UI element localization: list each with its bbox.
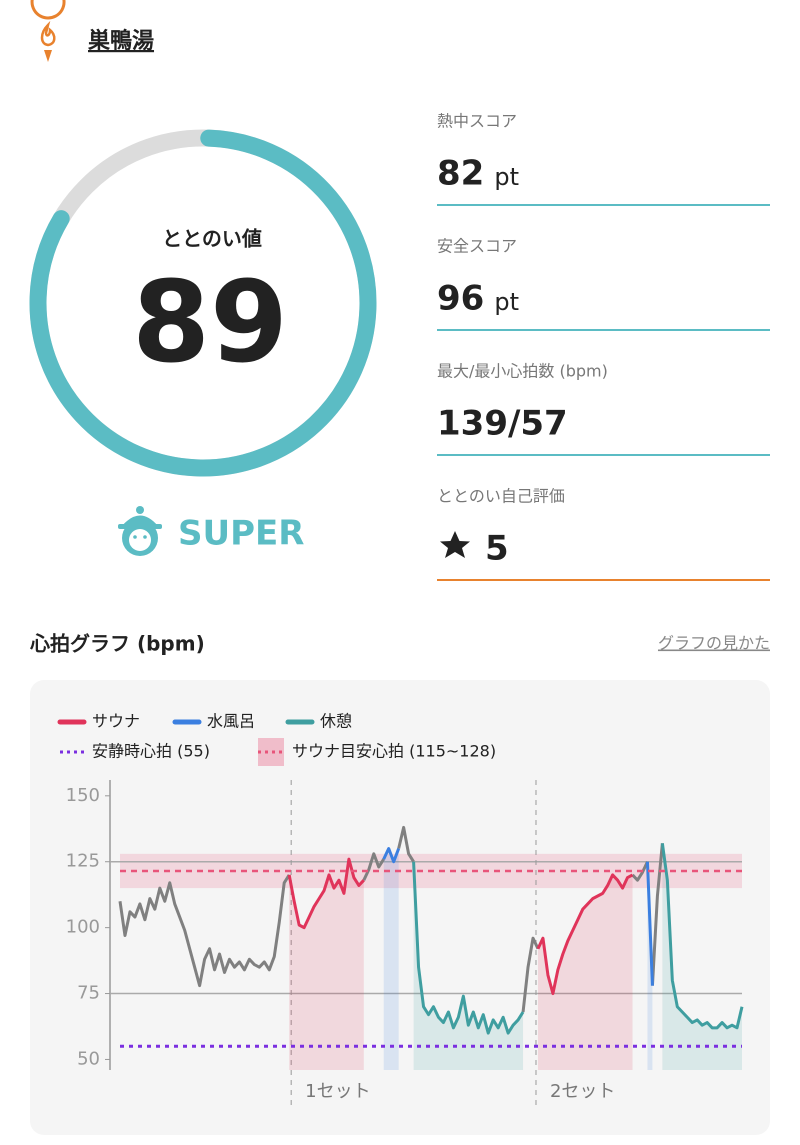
stat-value: 82: [437, 154, 484, 194]
stat-label: 最大/最小心拍数 (bpm): [437, 362, 608, 381]
help-link[interactable]: グラフの見かた: [658, 634, 770, 653]
score-value: 89: [132, 258, 288, 388]
legend-label: 水風呂: [207, 712, 255, 731]
rank-label: SUPER: [178, 514, 304, 554]
series-area: [383, 848, 399, 1070]
y-tick-label: 50: [77, 1048, 100, 1069]
series-line: [412, 843, 744, 1035]
onsen-icon-pin: [44, 50, 52, 62]
series-line: [118, 825, 664, 1013]
onsen-icon: [30, 0, 66, 20]
rank-icon: [118, 506, 162, 556]
legend-label: サウナ目安心拍 (115~128): [292, 742, 496, 761]
y-tick-label: 75: [77, 983, 100, 1004]
series-area: [413, 861, 524, 1070]
header[interactable]: 巣鴨湯: [30, 0, 154, 62]
gauge-arc: [29, 129, 377, 477]
stat-value: 5: [485, 529, 509, 569]
stat-value: 96: [437, 279, 484, 319]
stat-label: 熱中スコア: [437, 112, 517, 131]
stat-label: 安全スコア: [437, 237, 517, 256]
y-tick-label: 100: [66, 917, 100, 938]
series-line: [287, 857, 634, 996]
legend-label: 安静時心拍 (55): [92, 742, 210, 761]
star-icon: [440, 531, 470, 558]
stat-unit: pt: [494, 163, 519, 191]
stat-value: 139/57: [437, 404, 568, 444]
flame-icon: [40, 20, 56, 47]
stats: 熱中スコア 82 pt 安全スコア 96 pt 最大/最小心拍数 (bpm) 139/57 とと…: [437, 112, 770, 581]
series-line: [382, 847, 654, 986]
set-label: 2セット: [550, 1081, 615, 1102]
chart-title: 心拍グラフ (bpm): [29, 632, 205, 656]
y-tick-label: 125: [66, 851, 100, 872]
series-area: [289, 859, 364, 1070]
score-label: ととのい値: [162, 227, 262, 251]
legend-label: 休憩: [320, 712, 352, 731]
y-tick-label: 150: [66, 785, 100, 806]
set-label: 1セット: [305, 1081, 370, 1102]
stat-unit: pt: [494, 288, 519, 316]
chart-panel: [30, 680, 770, 1135]
facility-name[interactable]: 巣鴨湯: [87, 28, 154, 54]
legend-label: サウナ: [92, 712, 140, 731]
stat-label: ととのい自己評価: [437, 487, 565, 506]
series-area: [537, 874, 633, 1070]
